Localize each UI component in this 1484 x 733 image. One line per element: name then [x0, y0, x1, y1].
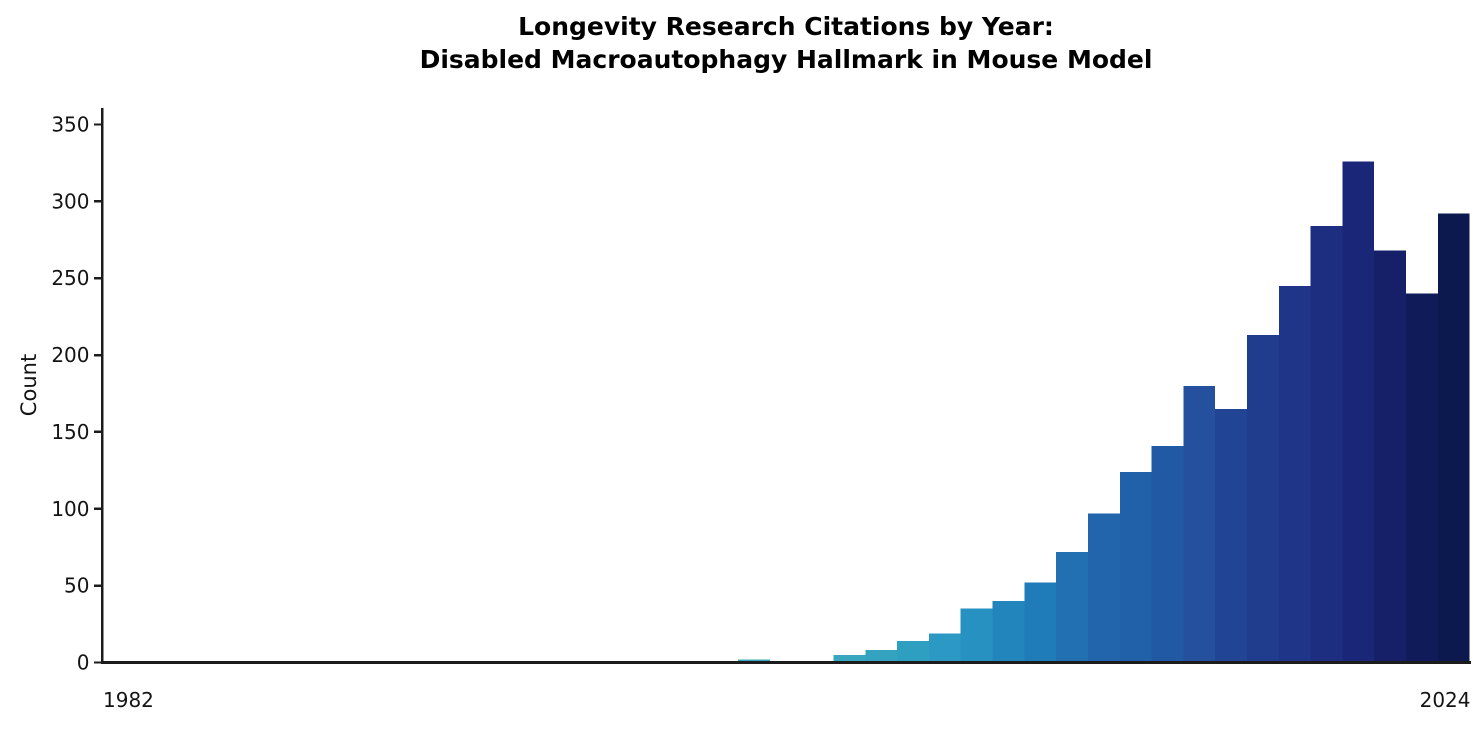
y-tick-label-0: 0 — [77, 651, 90, 675]
bar-2006 — [865, 650, 898, 663]
bar-2013 — [1087, 513, 1120, 663]
x-tick-label-2024: 2024 — [1420, 688, 1471, 712]
bar-2020 — [1310, 225, 1343, 663]
bar-2019 — [1278, 285, 1311, 663]
bar-2017 — [1215, 408, 1247, 663]
y-tick-label-350: 350 — [51, 113, 89, 137]
y-tick-label-300: 300 — [51, 189, 89, 213]
bar-2008 — [928, 633, 961, 663]
x-tick-label-1982: 1982 — [103, 688, 154, 712]
y-tick-label-50: 50 — [64, 574, 89, 598]
y-tick-label-200: 200 — [51, 343, 89, 367]
y-tick-label-150: 150 — [51, 420, 89, 444]
bar-2022 — [1374, 250, 1406, 663]
bar-2005 — [833, 654, 866, 663]
y-tick-label-100: 100 — [51, 497, 89, 521]
bar-2002 — [738, 659, 770, 663]
chart-title: Longevity Research Citations by Year: Di… — [420, 10, 1153, 76]
bar-2015 — [1151, 445, 1184, 663]
bar-2016 — [1183, 385, 1216, 663]
chart-title-line1: Longevity Research Citations by Year: — [518, 12, 1054, 41]
y-tick-label-250: 250 — [51, 266, 89, 290]
bar-2012 — [1056, 551, 1088, 663]
bar-2011 — [1024, 582, 1057, 663]
bar-2021 — [1342, 161, 1375, 663]
bar-2024 — [1437, 213, 1470, 663]
chart-title-line2: Disabled Macroautophagy Hallmark in Mous… — [419, 45, 1153, 74]
bar-2014 — [1119, 471, 1152, 663]
bar-2010 — [992, 601, 1025, 663]
bar-2018 — [1246, 335, 1279, 663]
bar-2009 — [960, 608, 993, 663]
bar-2007 — [897, 640, 929, 663]
bar-2023 — [1406, 293, 1438, 663]
